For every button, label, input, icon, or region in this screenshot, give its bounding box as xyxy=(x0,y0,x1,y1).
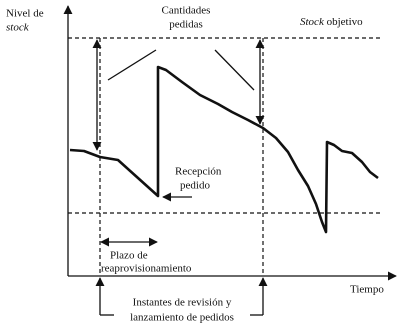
label: pedido xyxy=(180,180,210,192)
y-label: stock xyxy=(6,22,30,34)
label: Cantidades xyxy=(162,5,211,17)
pointer-line xyxy=(107,49,157,81)
label-part: objetivo xyxy=(327,16,364,28)
label: pedidas xyxy=(169,19,203,31)
label: reaprovisionamiento xyxy=(101,263,192,275)
label: Stock objetivo xyxy=(300,16,363,28)
label-part: Stock xyxy=(300,16,325,28)
x-label: Tiempo xyxy=(350,284,384,296)
y-label: Nivel de xyxy=(6,8,44,20)
label: Plazo de xyxy=(110,250,148,262)
label: Instantes de revisión y xyxy=(133,297,232,309)
label: Recepción xyxy=(175,166,222,178)
stock-curve xyxy=(69,65,379,234)
label: lanzamiento de pedidos xyxy=(130,312,234,324)
pointer-line xyxy=(214,49,255,91)
